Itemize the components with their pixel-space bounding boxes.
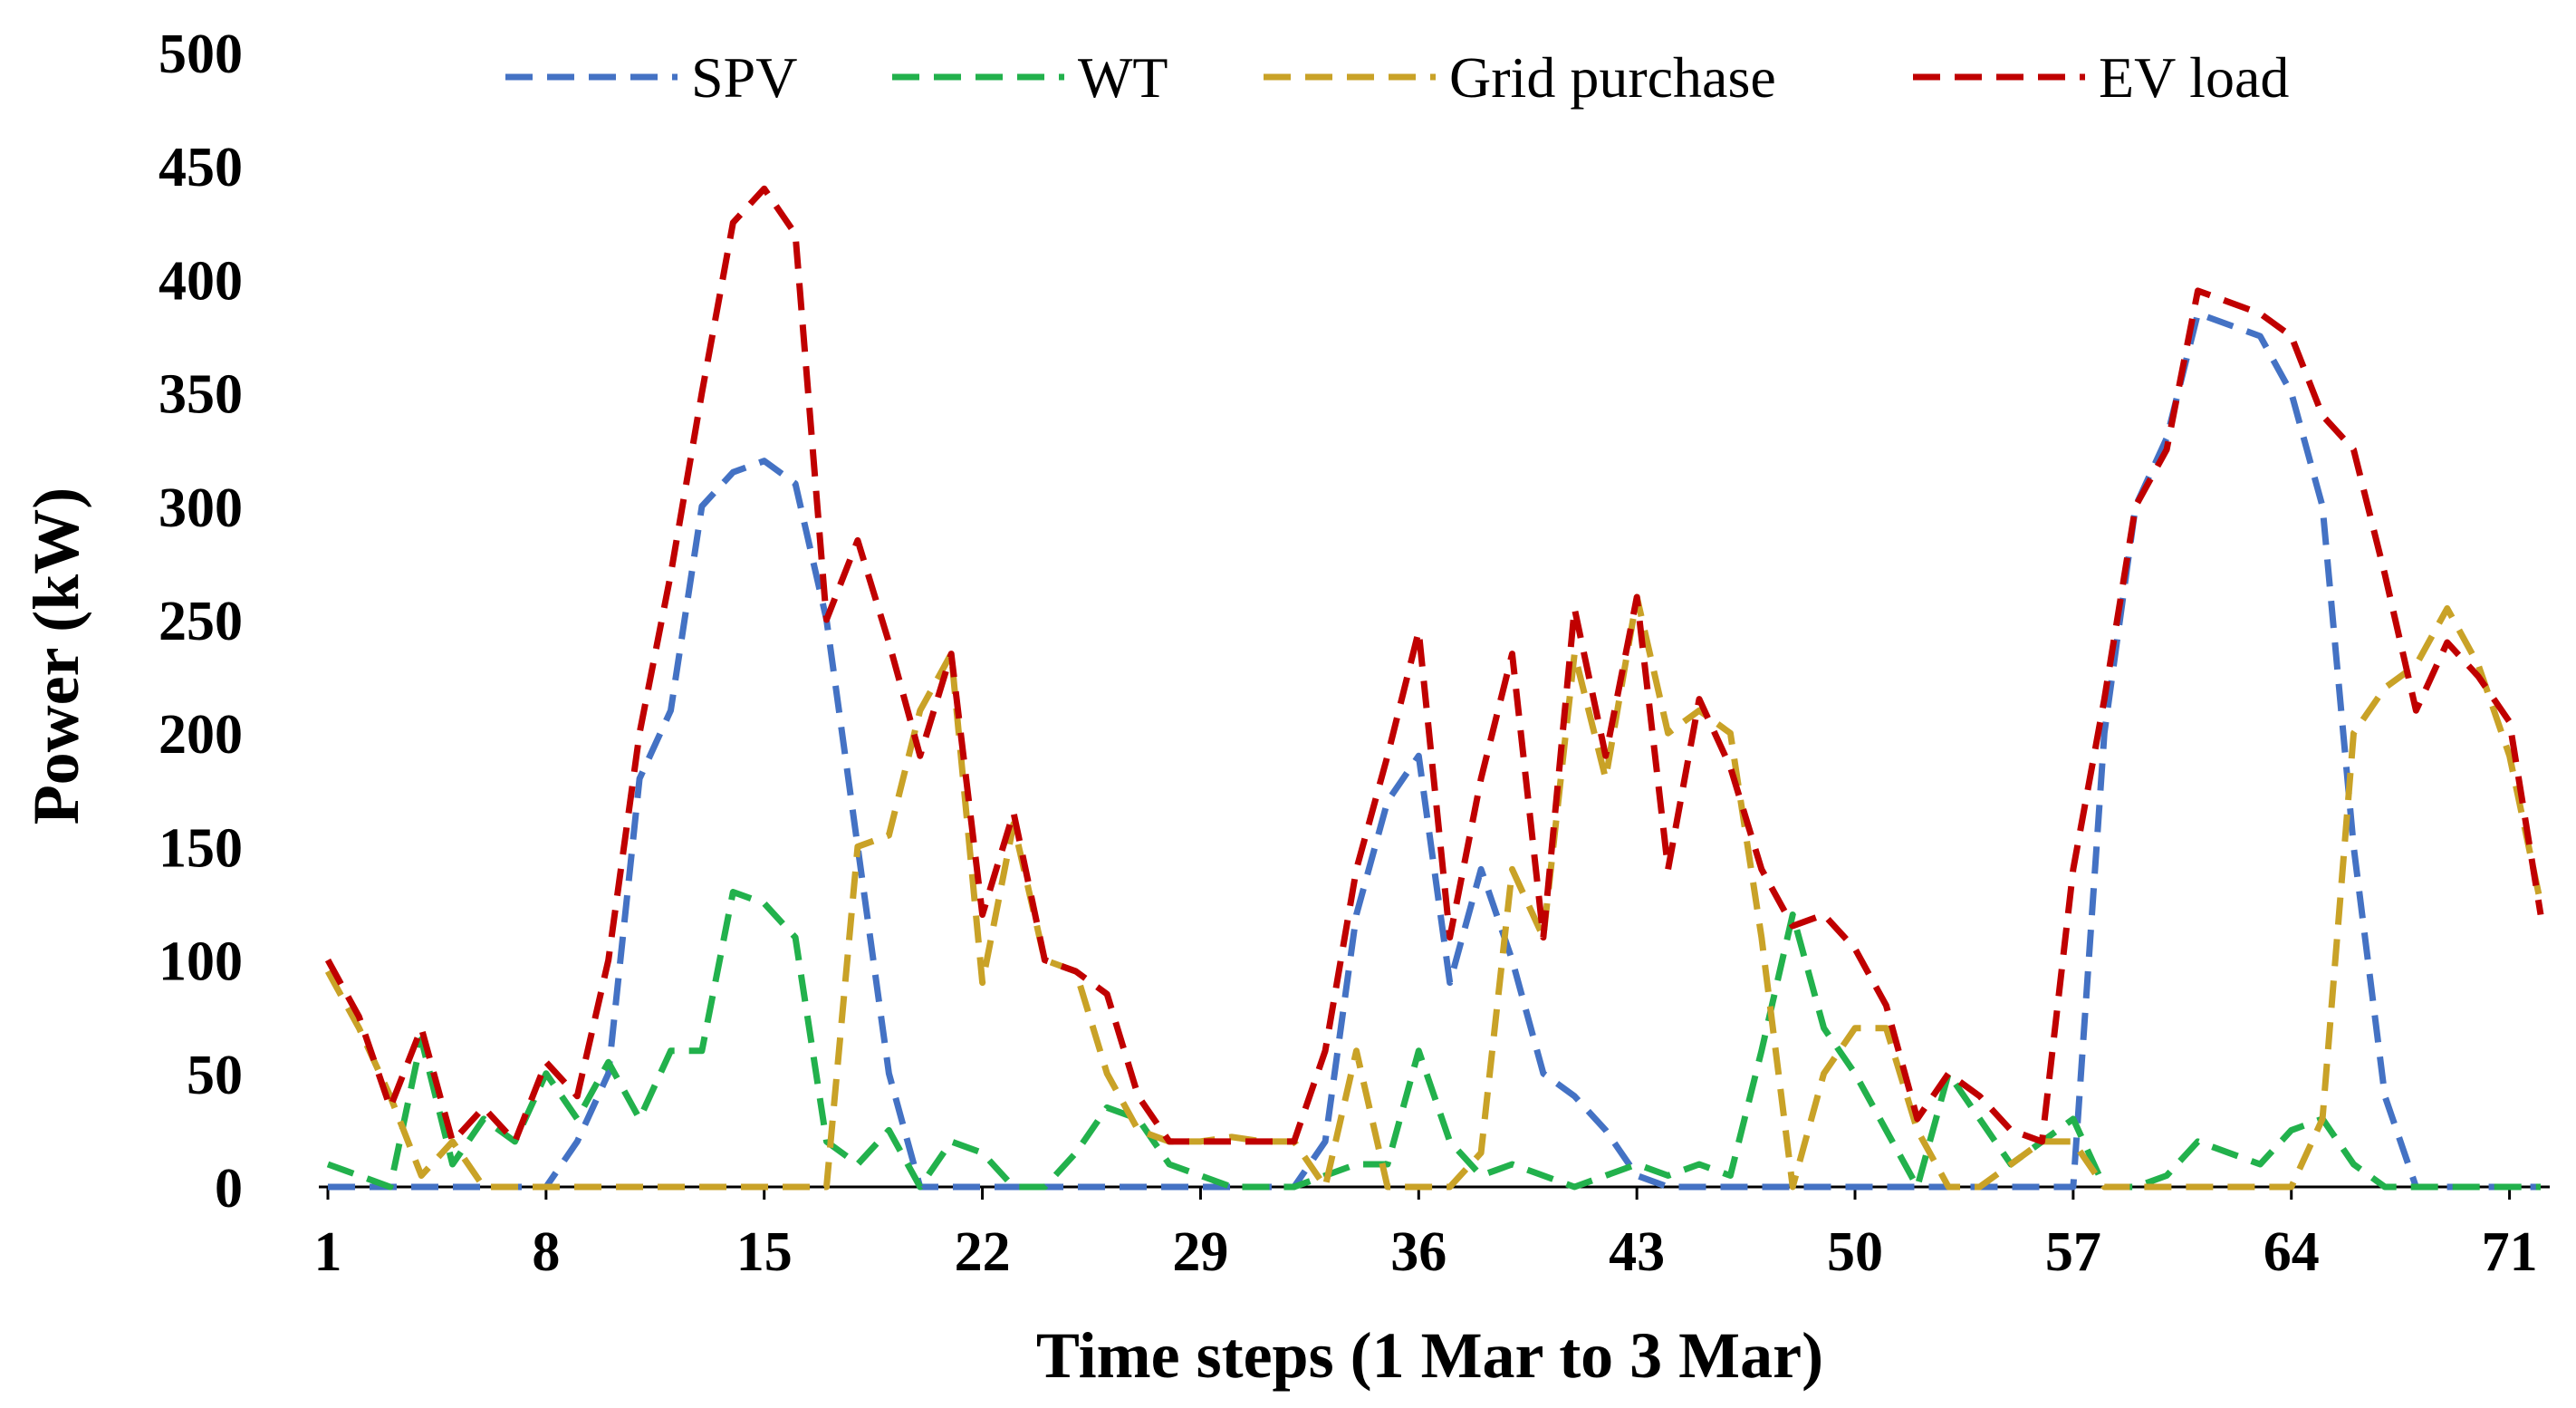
- x-tick-label: 57: [2045, 1221, 2101, 1283]
- x-tick-label: 29: [1172, 1221, 1228, 1283]
- y-tick-label: 50: [187, 1045, 243, 1106]
- y-tick-label: 300: [159, 477, 243, 539]
- y-tick-label: 350: [159, 364, 243, 426]
- series-layer: [324, 185, 2544, 1191]
- series-line-spv: [328, 310, 2541, 1191]
- x-tick-label: 8: [532, 1221, 560, 1283]
- x-tick-label: 43: [1609, 1221, 1665, 1283]
- y-axis: 0 50 100 150 200 250 300 350 400 450 500: [159, 24, 243, 1220]
- x-tick-label: 1: [314, 1221, 342, 1283]
- y-tick-label: 500: [159, 24, 243, 85]
- legend-label: SPV: [691, 45, 797, 110]
- y-tick-label: 100: [159, 931, 243, 993]
- x-tick-label: 71: [2482, 1221, 2538, 1283]
- legend-label: EV load: [2099, 45, 2289, 110]
- y-tick-label: 150: [159, 817, 243, 879]
- series-line-ev-load: [324, 185, 2544, 1145]
- y-tick-label: 250: [159, 591, 243, 652]
- x-tick-label: 50: [1827, 1221, 1883, 1283]
- legend-label: Grid purchase: [1449, 45, 1776, 110]
- x-tick-label: 64: [2264, 1221, 2320, 1283]
- y-tick-label: 0: [215, 1158, 243, 1220]
- y-axis-title: Power (kW): [20, 487, 92, 825]
- x-axis: 1 8 15 22 29 36 43 50 57 64 71: [314, 1187, 2538, 1283]
- y-tick-label: 450: [159, 137, 243, 198]
- legend: SPV WT Grid purchase EV load: [505, 45, 2289, 110]
- series-line-wt: [326, 889, 2541, 1191]
- y-tick-label: 200: [159, 704, 243, 766]
- x-tick-label: 22: [955, 1221, 1011, 1283]
- x-tick-label: 36: [1390, 1221, 1447, 1283]
- y-tick-label: 400: [159, 250, 243, 312]
- legend-label: WT: [1078, 45, 1168, 110]
- x-axis-title: Time steps (1 Mar to 3 Mar): [1036, 1319, 1823, 1392]
- x-tick-label: 15: [736, 1221, 793, 1283]
